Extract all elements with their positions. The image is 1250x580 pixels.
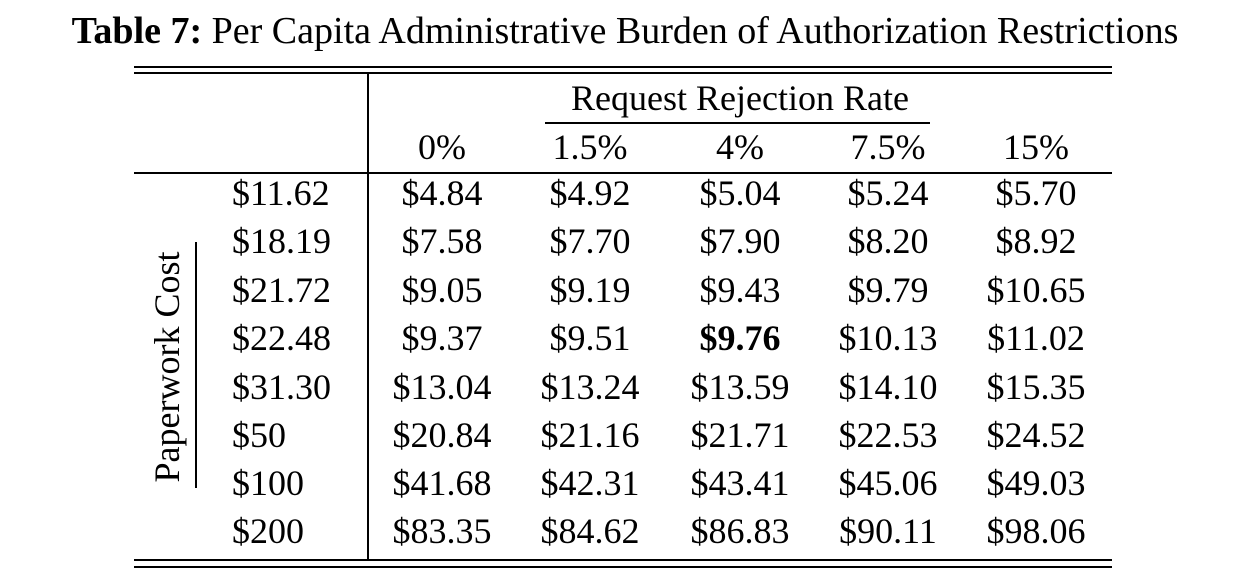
- row-group-header: Paperwork Cost: [147, 251, 187, 483]
- table-cell: $4.92: [549, 173, 631, 213]
- table-cell: $20.84: [392, 415, 492, 455]
- table-cell: $13.24: [540, 367, 640, 407]
- column-group-rule: [545, 122, 930, 124]
- row-label: $100: [232, 463, 304, 503]
- table-cell: $49.03: [986, 463, 1086, 503]
- table-cell: $84.62: [540, 511, 640, 551]
- table-cell: $13.59: [690, 367, 790, 407]
- table-cell: $13.04: [392, 367, 492, 407]
- table-cell: $86.83: [690, 511, 790, 551]
- table-cell: $15.35: [986, 367, 1086, 407]
- column-header: 1.5%: [552, 127, 628, 167]
- row-label: $22.48: [232, 318, 331, 358]
- table-number: Table 7:: [71, 10, 203, 52]
- row-label: $200: [232, 511, 304, 551]
- row-label: $18.19: [232, 221, 331, 261]
- row-label: $31.30: [232, 367, 331, 407]
- table-cell: $41.68: [392, 463, 492, 503]
- table-cell: $83.35: [392, 511, 492, 551]
- table-cell: $90.11: [839, 511, 937, 551]
- top-rule: [134, 66, 1112, 68]
- table-cell: $7.70: [549, 221, 631, 261]
- table-cell: $5.70: [995, 173, 1077, 213]
- table-cell: $9.19: [549, 270, 631, 310]
- table-cell: $43.41: [690, 463, 790, 503]
- table-cell: $7.58: [401, 221, 483, 261]
- table-cell: $10.65: [986, 270, 1086, 310]
- table-cell: $9.51: [549, 318, 631, 358]
- table-cell: $10.13: [838, 318, 938, 358]
- column-header: 4%: [716, 127, 764, 167]
- row-label: $11.62: [232, 173, 330, 213]
- column-separator: [367, 74, 369, 559]
- table-cell: $8.20: [847, 221, 929, 261]
- table-cell: $9.79: [847, 270, 929, 310]
- row-label: $50: [232, 415, 286, 455]
- row-label: $21.72: [232, 270, 331, 310]
- header-separator: [134, 172, 1112, 174]
- table-cell: $24.52: [986, 415, 1086, 455]
- table-cell-highlighted: $9.76: [699, 318, 781, 358]
- table-cell: $5.04: [699, 173, 781, 213]
- table-cell: $8.92: [995, 221, 1077, 261]
- table-cell: $5.24: [847, 173, 929, 213]
- table-cell: $42.31: [540, 463, 640, 503]
- table-cell: $7.90: [699, 221, 781, 261]
- column-header: 15%: [1003, 127, 1069, 167]
- column-group-header: Request Rejection Rate: [571, 78, 909, 118]
- table-cell: $98.06: [986, 511, 1086, 551]
- table-cell: $21.16: [540, 415, 640, 455]
- table-cell: $4.84: [401, 173, 483, 213]
- table-cell: $14.10: [838, 367, 938, 407]
- row-group-rule: [195, 242, 197, 488]
- bottom-rule: [134, 566, 1112, 568]
- table-cell: $9.37: [401, 318, 483, 358]
- column-header: 0%: [418, 127, 466, 167]
- table-cell: $9.05: [401, 270, 483, 310]
- table-cell: $45.06: [838, 463, 938, 503]
- table-cell: $9.43: [699, 270, 781, 310]
- bottom-rule-inner: [134, 559, 1112, 561]
- top-rule-inner: [134, 72, 1112, 74]
- table-cell: $22.53: [838, 415, 938, 455]
- column-header: 7.5%: [850, 127, 926, 167]
- table-caption: Table 7: Per Capita Administrative Burde…: [0, 8, 1250, 54]
- table-title: Per Capita Administrative Burden of Auth…: [211, 10, 1179, 52]
- table-cell: $21.71: [690, 415, 790, 455]
- table-cell: $11.02: [987, 318, 1085, 358]
